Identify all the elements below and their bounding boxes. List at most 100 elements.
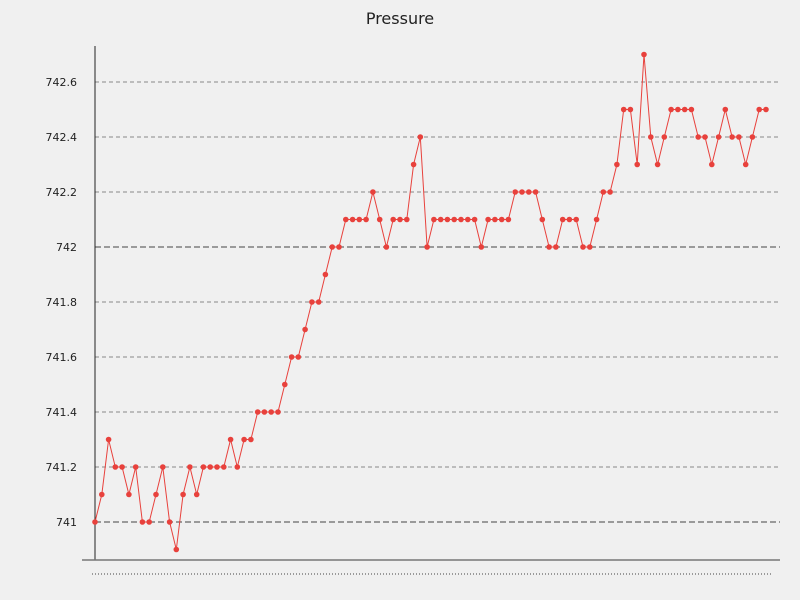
data-point xyxy=(268,409,275,415)
data-point xyxy=(227,436,234,443)
y-tick-label: 742.6 xyxy=(46,76,78,89)
y-tick-label: 742.4 xyxy=(46,131,78,144)
data-point xyxy=(295,354,302,360)
data-point xyxy=(92,519,98,525)
gridlines xyxy=(95,81,780,523)
data-point xyxy=(580,244,586,250)
data-point xyxy=(349,216,356,223)
y-tick-label: 742 xyxy=(56,241,77,254)
data-point xyxy=(200,464,207,470)
data-point xyxy=(437,216,444,223)
data-point xyxy=(417,134,424,140)
data-point xyxy=(166,519,173,525)
data-point xyxy=(180,491,186,498)
data-point xyxy=(356,216,363,223)
data-point xyxy=(221,464,227,470)
data-point xyxy=(99,491,105,498)
data-point xyxy=(132,464,139,470)
data-point xyxy=(248,436,254,443)
series-line xyxy=(94,54,766,550)
data-point xyxy=(465,216,471,223)
series-pressure xyxy=(92,51,769,553)
data-point xyxy=(302,326,308,333)
data-point xyxy=(444,216,451,223)
data-point xyxy=(119,464,125,470)
data-point xyxy=(254,409,261,415)
data-point xyxy=(722,106,729,113)
data-point xyxy=(648,134,654,140)
data-point xyxy=(661,134,668,140)
y-tick-label: 741.6 xyxy=(46,351,78,364)
data-point xyxy=(458,216,464,223)
data-point xyxy=(424,244,430,250)
data-point xyxy=(390,216,397,223)
data-point xyxy=(383,244,390,250)
data-point xyxy=(241,436,247,443)
data-point xyxy=(600,189,607,195)
y-tick-label: 741.2 xyxy=(46,461,78,474)
data-point xyxy=(512,189,518,195)
data-point xyxy=(282,381,288,388)
data-point xyxy=(526,189,532,195)
data-point xyxy=(322,271,329,278)
data-point xyxy=(288,354,295,360)
data-point xyxy=(173,546,180,553)
data-point xyxy=(695,134,701,140)
data-point xyxy=(742,161,749,168)
data-point xyxy=(160,464,166,470)
data-point xyxy=(498,216,505,223)
data-point xyxy=(431,216,437,223)
y-tick-label: 742.2 xyxy=(46,186,78,199)
data-point xyxy=(709,161,715,168)
data-point xyxy=(485,216,491,223)
data-point xyxy=(309,299,315,305)
data-point xyxy=(627,106,634,113)
data-point xyxy=(410,161,417,168)
data-point xyxy=(553,244,559,250)
y-tick-label: 741 xyxy=(56,516,77,529)
data-point xyxy=(329,244,336,250)
y-tick-label: 741.4 xyxy=(46,406,78,419)
data-point xyxy=(404,216,410,223)
chart-title: Pressure xyxy=(365,9,435,28)
data-point xyxy=(146,519,152,525)
data-point xyxy=(641,51,647,58)
data-point xyxy=(702,134,708,140)
data-point xyxy=(105,436,112,443)
data-point xyxy=(275,409,281,415)
data-point xyxy=(546,244,552,250)
data-point xyxy=(566,216,573,223)
data-point xyxy=(261,409,268,415)
data-point xyxy=(519,189,525,195)
data-point xyxy=(736,134,742,140)
data-point xyxy=(471,216,478,223)
data-point xyxy=(763,106,769,113)
data-point xyxy=(187,464,193,470)
data-point xyxy=(214,464,220,470)
data-point xyxy=(729,134,735,140)
data-point xyxy=(654,161,661,168)
data-point xyxy=(559,216,566,223)
data-point xyxy=(675,106,681,113)
y-tick-label: 741.8 xyxy=(46,296,78,309)
y-tick-labels: 741 741.2 741.4 741.6 741.8 742 742.2 742.4 742.… xyxy=(46,76,78,529)
data-point xyxy=(207,464,213,470)
data-point xyxy=(587,244,593,250)
data-point xyxy=(126,491,132,498)
data-point xyxy=(573,216,579,223)
data-point xyxy=(193,491,200,498)
data-point xyxy=(532,189,539,195)
data-point xyxy=(756,106,762,113)
data-point xyxy=(492,216,498,223)
axes xyxy=(82,46,780,575)
data-point xyxy=(451,216,458,223)
data-point xyxy=(681,106,688,113)
data-point xyxy=(593,216,600,223)
data-point xyxy=(539,216,546,223)
data-point xyxy=(370,189,376,195)
data-point xyxy=(315,299,322,305)
data-point xyxy=(153,491,159,498)
data-point xyxy=(363,216,369,223)
data-point xyxy=(336,244,342,250)
data-point xyxy=(688,106,695,113)
